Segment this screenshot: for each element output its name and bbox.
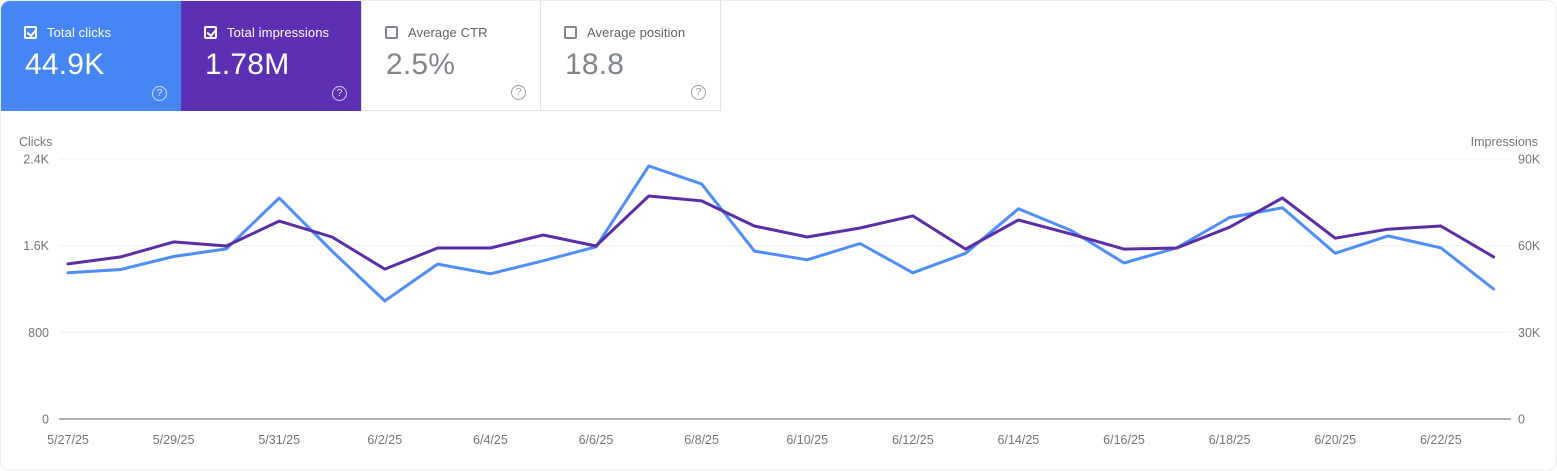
checkbox-checked-icon[interactable] (24, 26, 37, 39)
checkbox-unchecked-icon[interactable] (385, 26, 398, 39)
card-label: Total impressions (227, 25, 330, 40)
impressions-line[interactable] (66, 194, 1496, 271)
average-ctr-value: 2.5% (386, 48, 456, 81)
left-tick-label: 800 (28, 326, 49, 340)
x-axis-labels: 5/27/25 5/29/25 5/31/25 6/2/25 6/4/25 6/6/25 6… (47, 433, 1462, 447)
x-tick-label: 6/2/25 (367, 433, 402, 447)
x-tick-label: 6/14/25 (998, 433, 1040, 447)
x-tick-label: 5/29/25 (153, 433, 195, 447)
average-position-card[interactable]: Average position 18.8 ? (541, 1, 721, 111)
right-tick-label: 60K (1518, 239, 1541, 253)
x-tick-label: 5/31/25 (258, 433, 300, 447)
x-tick-label: 6/18/25 (1209, 433, 1251, 447)
help-icon[interactable]: ? (691, 85, 706, 100)
total-clicks-value: 44.9K (25, 48, 105, 81)
right-axis-tick-labels: 0 30K 60K 90K (1518, 153, 1541, 427)
left-tick-label: 0 (42, 413, 49, 427)
x-tick-label: 5/27/25 (47, 433, 89, 447)
right-tick-label: 90K (1518, 153, 1541, 167)
x-tick-label: 6/8/25 (684, 433, 719, 447)
help-icon[interactable]: ? (332, 86, 347, 101)
help-icon[interactable]: ? (152, 86, 167, 101)
x-tick-label: 6/22/25 (1420, 433, 1462, 447)
gridlines (59, 158, 1511, 333)
left-tick-label: 1.6K (23, 239, 49, 253)
checkbox-unchecked-icon[interactable] (564, 26, 577, 39)
x-tick-label: 6/10/25 (786, 433, 828, 447)
x-tick-label: 6/20/25 (1314, 433, 1356, 447)
x-tick-label: 6/4/25 (473, 433, 508, 447)
help-icon[interactable]: ? (511, 85, 526, 100)
left-axis-tick-labels: 0 800 1.6K 2.4K (23, 153, 49, 427)
checkbox-checked-icon[interactable] (204, 26, 217, 39)
metric-cards: Total clicks 44.9K ? Total impressions 1… (1, 1, 721, 111)
right-tick-label: 0 (1518, 413, 1525, 427)
x-tick-label: 6/16/25 (1103, 433, 1145, 447)
right-axis-title: Impressions (1470, 135, 1538, 149)
total-clicks-card[interactable]: Total clicks 44.9K ? (1, 1, 181, 111)
average-position-value: 18.8 (565, 48, 625, 81)
card-label: Total clicks (47, 25, 112, 40)
left-axis-title: Clicks (19, 135, 53, 149)
card-label: Average CTR (408, 25, 488, 40)
x-tick-label: 6/12/25 (892, 433, 934, 447)
left-tick-label: 2.4K (23, 153, 49, 167)
average-ctr-card[interactable]: Average CTR 2.5% ? (361, 1, 541, 111)
total-impressions-card[interactable]: Total impressions 1.78M ? (181, 1, 361, 111)
x-tick-label: 6/6/25 (579, 433, 614, 447)
right-tick-label: 30K (1518, 326, 1541, 340)
clicks-line[interactable] (66, 164, 1496, 303)
card-label: Average position (587, 25, 686, 40)
total-impressions-value: 1.78M (205, 48, 290, 81)
